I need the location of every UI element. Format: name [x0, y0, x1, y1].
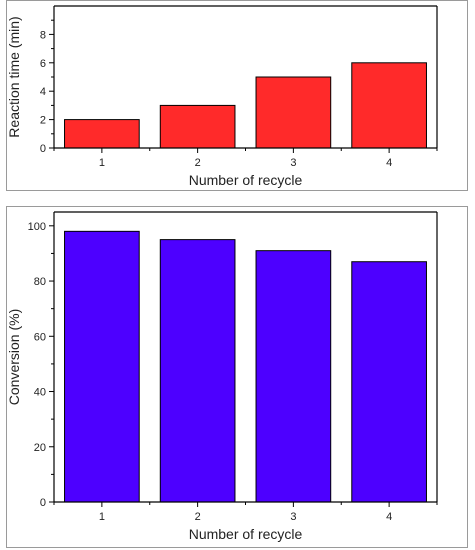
bar-4 — [351, 62, 427, 149]
x-tick-label: 1 — [99, 511, 105, 523]
bar-1 — [64, 119, 140, 149]
y-tick-label: 80 — [34, 276, 46, 288]
y-tick-label: 6 — [40, 58, 46, 70]
x-tick-label: 2 — [195, 157, 201, 169]
x-tick-label: 3 — [290, 157, 296, 169]
bar-2 — [159, 239, 236, 503]
x-tick-label: 1 — [99, 157, 105, 169]
y-tick-label: 40 — [34, 387, 46, 399]
y-tick-label: 60 — [34, 331, 46, 343]
x-axis-label: Number of recycle — [189, 526, 303, 542]
reaction-time-chart: 0 2 4 6 8 1 2 3 4 Number of recycle Reaction time … — [6, 5, 438, 188]
y-tick-label: 100 — [28, 221, 46, 233]
y-tick-label: 8 — [40, 29, 46, 41]
reaction-time-chart-panel: 0 2 4 6 8 1 2 3 4 Number of recycle Reaction time … — [6, 0, 468, 191]
x-tick-label: 4 — [386, 157, 392, 169]
bar-4 — [351, 261, 427, 503]
y-axis-label: Conversion (%) — [6, 309, 22, 405]
y-tick-label: 0 — [40, 497, 46, 509]
bar-1 — [64, 230, 140, 503]
y-tick-label: 0 — [40, 143, 46, 155]
bar-2 — [159, 104, 236, 149]
conversion-chart: 0 20 40 60 80 100 1 2 3 4 Number of recycle Convers… — [6, 211, 438, 542]
x-tick-label: 2 — [195, 511, 201, 523]
conversion-chart-panel: 0 20 40 60 80 100 1 2 3 4 Number of recycle Convers… — [6, 206, 468, 548]
x-axis-label: Number of recycle — [189, 172, 303, 188]
bar-3 — [255, 250, 332, 503]
x-tick-label: 3 — [290, 511, 296, 523]
x-tick-label: 4 — [386, 511, 392, 523]
y-tick-label: 20 — [34, 442, 46, 454]
y-tick-label: 4 — [40, 86, 46, 98]
y-tick-label: 2 — [40, 115, 46, 127]
bar-3 — [255, 76, 332, 149]
y-axis-label: Reaction time (min) — [6, 16, 22, 137]
